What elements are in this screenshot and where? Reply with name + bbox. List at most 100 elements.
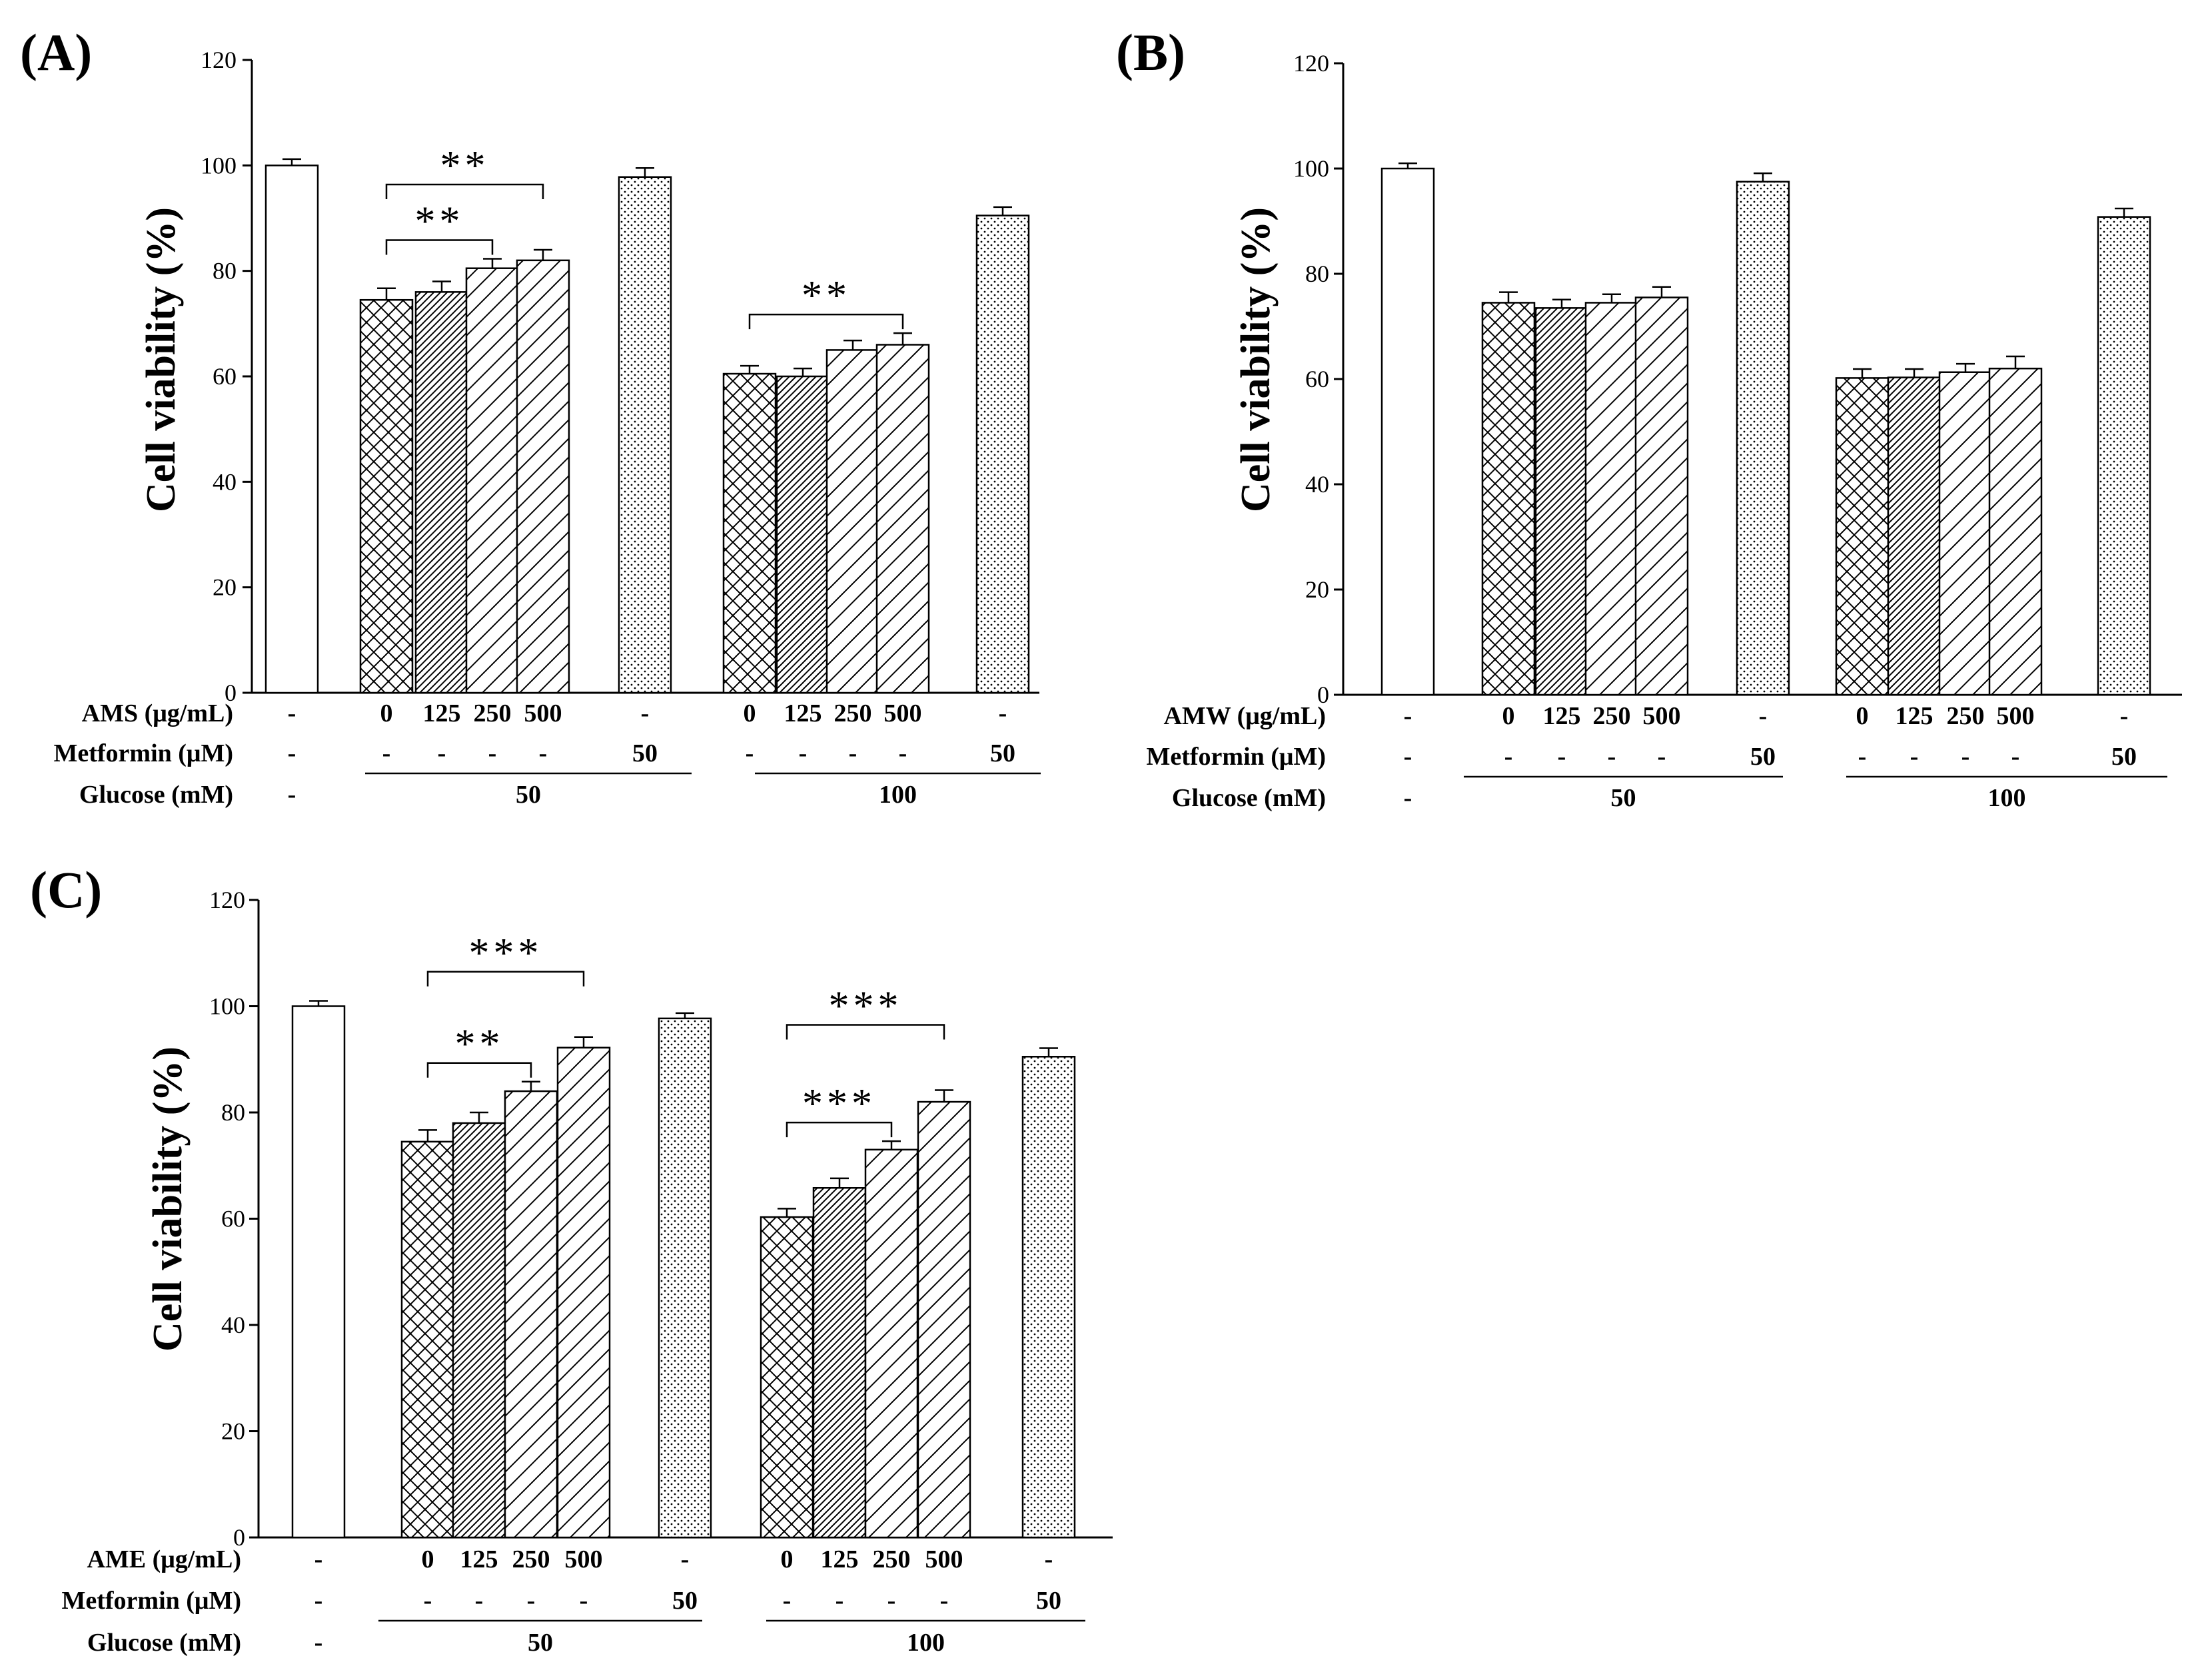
significance-bracket xyxy=(786,1121,893,1138)
panel-b: (B) Cell viability (%) 0 20 40 60 80 100 120 AM… xyxy=(1116,23,2182,812)
y-tick-label: 80 xyxy=(1305,260,1329,287)
row-cell: - xyxy=(681,1545,690,1573)
row-cell: 50 xyxy=(990,739,1015,767)
row-cell: 50 xyxy=(672,1587,698,1615)
y-tick-label: 80 xyxy=(213,258,237,284)
y-tick-label: 20 xyxy=(221,1418,245,1445)
significance-label: ** xyxy=(440,143,490,189)
row-cell: - xyxy=(1961,743,1970,771)
significance-label: *** xyxy=(469,931,543,976)
row-cell: - xyxy=(746,739,754,767)
y-tick-label: 100 xyxy=(1293,155,1329,182)
significance-bracket xyxy=(426,1062,532,1078)
bar xyxy=(864,1148,919,1539)
y-axis-label: Cell viability (%) xyxy=(145,1047,191,1352)
row-cell: 250 xyxy=(1947,702,1985,730)
row-cell: - xyxy=(314,1545,323,1573)
row-cell: - xyxy=(1608,743,1616,771)
row-cell: - xyxy=(488,739,497,767)
significance-bracket xyxy=(385,183,544,199)
bar xyxy=(722,372,777,694)
row-cell: 50 xyxy=(632,739,658,767)
row-cell: 250 xyxy=(873,1545,911,1573)
row-cell: 250 xyxy=(512,1545,550,1573)
bar xyxy=(1481,302,1536,696)
row-cell: - xyxy=(1658,743,1666,771)
row-cell: - xyxy=(2011,743,2020,771)
bar xyxy=(776,375,830,694)
row-label: Glucose (mM) xyxy=(79,781,233,809)
bar xyxy=(1584,302,1639,696)
row-cell: 0 xyxy=(422,1545,434,1573)
bar xyxy=(291,1005,346,1539)
row-label: Glucose (mM) xyxy=(87,1629,241,1657)
bar xyxy=(556,1047,611,1539)
y-tick-label: 60 xyxy=(221,1206,245,1232)
row-label: AME (μg/mL) xyxy=(87,1545,241,1573)
row-label: AMW (μg/mL) xyxy=(1163,702,1326,730)
row-cell: - xyxy=(940,1587,949,1615)
bar xyxy=(812,1186,867,1539)
bar xyxy=(1887,376,1941,696)
significance-label: *** xyxy=(829,984,903,1029)
y-tick-label: 120 xyxy=(1293,50,1329,77)
y-tick-label: 60 xyxy=(1305,366,1329,392)
row-cell: - xyxy=(1759,702,1768,730)
row-cell: 0 xyxy=(744,699,756,727)
panel-label: (A) xyxy=(20,23,92,81)
row-cell: 250 xyxy=(834,699,872,727)
bar xyxy=(917,1100,971,1539)
y-axis-label: Cell viability (%) xyxy=(139,207,184,512)
row-cell: - xyxy=(424,1587,432,1615)
row-cell: - xyxy=(382,739,391,767)
significance-label: *** xyxy=(802,1081,876,1126)
bar xyxy=(618,176,672,694)
significance-label: ** xyxy=(455,1022,504,1067)
row-cell: 250 xyxy=(474,699,512,727)
row-cell: 50 xyxy=(1611,784,1636,812)
y-axis-label: Cell viability (%) xyxy=(1233,207,1279,512)
y-tick-label: 40 xyxy=(1305,471,1329,498)
row-cell: 500 xyxy=(884,699,922,727)
bar xyxy=(1634,296,1689,696)
row-cell: - xyxy=(475,1587,484,1615)
bar xyxy=(1938,371,1993,696)
panel-c: (C) Cell viability (%) 0 20 40 60 80 100 120 **… xyxy=(30,861,1113,1657)
y-tick-label: 0 xyxy=(233,1524,245,1551)
row-label: Glucose (mM) xyxy=(1172,784,1326,812)
row-cell: - xyxy=(314,1587,323,1615)
row-cell: - xyxy=(835,1587,844,1615)
row-cell: - xyxy=(314,1629,323,1657)
row-cell: 500 xyxy=(1997,702,2035,730)
panel-a: (A) Cell viability (%) 0 20 40 60 80 100 120 **… xyxy=(20,23,1041,809)
bar xyxy=(1021,1056,1076,1539)
row-cell: 125 xyxy=(784,699,822,727)
row-cell: - xyxy=(1910,743,1919,771)
bar xyxy=(1835,377,1890,696)
row-cell: - xyxy=(799,739,808,767)
row-cell: - xyxy=(887,1587,896,1615)
row-cell: - xyxy=(2120,702,2129,730)
y-tick-label: 20 xyxy=(1305,576,1329,603)
row-cell: - xyxy=(438,739,446,767)
bar xyxy=(400,1140,455,1539)
row-cell: - xyxy=(641,699,650,727)
row-cell: 0 xyxy=(1856,702,1869,730)
row-cell: - xyxy=(1045,1545,1053,1573)
row-cell: 100 xyxy=(1988,784,2026,812)
significance-label: ** xyxy=(415,199,464,244)
row-cell: - xyxy=(1558,743,1566,771)
bar xyxy=(452,1122,506,1539)
row-cell: 100 xyxy=(907,1629,945,1657)
row-cell: - xyxy=(1404,784,1412,812)
row-cell: 125 xyxy=(821,1545,859,1573)
y-tick-label: 0 xyxy=(225,679,237,706)
bar xyxy=(975,214,1030,694)
row-cell: 125 xyxy=(1543,702,1581,730)
bar xyxy=(1380,167,1435,696)
row-cell: - xyxy=(1504,743,1513,771)
row-cell: 250 xyxy=(1593,702,1631,730)
row-cell: - xyxy=(539,739,548,767)
bar xyxy=(658,1017,712,1539)
panel-label: (C) xyxy=(30,861,102,919)
